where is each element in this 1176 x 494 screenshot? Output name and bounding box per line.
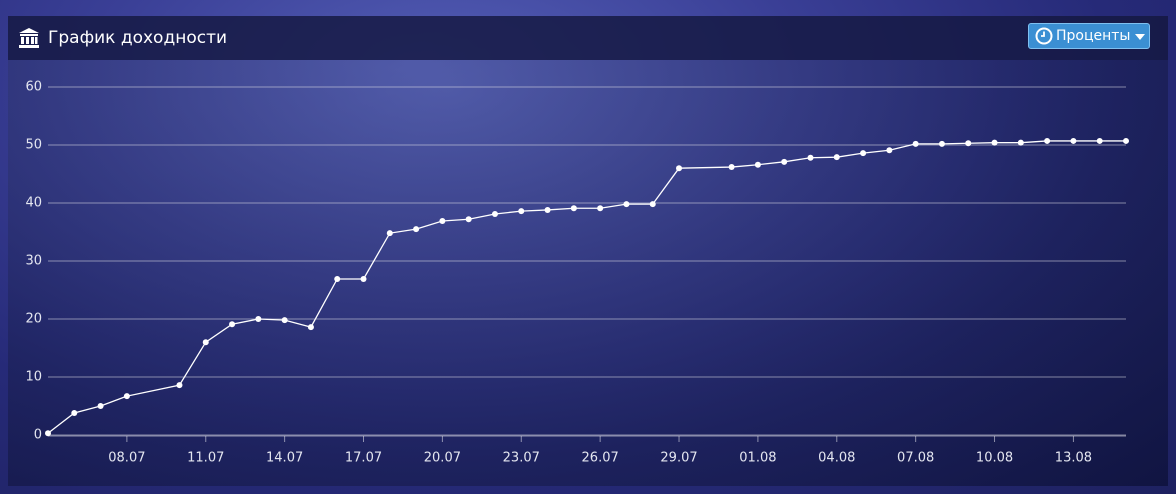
panel-title: График доходности: [48, 28, 228, 48]
x-tick-label: 11.07: [187, 451, 224, 466]
point: [465, 216, 472, 223]
mode-button[interactable]: Проценты: [1028, 23, 1150, 49]
point: [886, 147, 893, 154]
button-label: Проценты: [1056, 28, 1131, 44]
point: [676, 165, 683, 172]
bank-icon: [19, 28, 39, 48]
x-tick-label: 17.07: [345, 451, 382, 466]
x-tick-label: 04.08: [818, 451, 855, 466]
point: [202, 339, 209, 346]
point: [386, 230, 393, 237]
point: [1096, 137, 1103, 144]
point: [307, 324, 314, 331]
point: [123, 393, 130, 400]
y-tick-label: 30: [25, 254, 42, 269]
y-tick-label: 20: [25, 312, 42, 327]
point: [781, 158, 788, 165]
point: [176, 382, 183, 389]
point: [807, 154, 814, 161]
y-tick-label: 60: [25, 80, 42, 95]
line: [47, 140, 1126, 434]
point: [71, 409, 78, 416]
x-tick-label: 23.07: [503, 451, 540, 466]
point: [255, 316, 262, 322]
x-tick-label: 26.07: [582, 451, 619, 466]
x-tick-label: 20.07: [424, 451, 461, 466]
y-tick-label: 0: [34, 428, 42, 443]
point: [518, 208, 525, 215]
point: [45, 430, 51, 437]
point: [413, 226, 420, 233]
point: [623, 201, 630, 208]
point: [728, 164, 735, 171]
y-tick-label: 40: [25, 196, 42, 211]
point: [1123, 137, 1129, 144]
caret: [1135, 34, 1145, 40]
x-tick-label: 10.08: [976, 451, 1013, 466]
point: [229, 321, 236, 328]
point: [334, 275, 341, 282]
panel: График доходности Проценты: [8, 16, 1168, 486]
x-tick-label: 14.07: [266, 451, 303, 466]
point: [833, 154, 840, 161]
point: [360, 275, 367, 282]
point: [544, 206, 551, 213]
point: [649, 201, 656, 208]
point: [97, 403, 104, 409]
panel-header: График доходности Проценты: [8, 16, 1168, 60]
point: [938, 140, 945, 147]
point: [1044, 137, 1051, 144]
point: [597, 205, 604, 212]
point: [491, 211, 498, 218]
point: [439, 217, 446, 224]
x-tick-label: 29.07: [660, 451, 697, 466]
clock-icon: [1035, 27, 1053, 45]
point: [1070, 137, 1077, 144]
point: [281, 317, 288, 324]
point: [754, 161, 761, 168]
point: [991, 139, 998, 146]
point: [912, 140, 919, 147]
point: [860, 150, 867, 157]
point: [1017, 139, 1024, 146]
point: [965, 140, 972, 147]
x-tick-label: 13.08: [1055, 451, 1092, 466]
x-tick-label: 01.08: [739, 451, 776, 466]
y-tick-label: 50: [25, 138, 42, 153]
x-tick-label: 07.08: [897, 451, 934, 466]
y-tick-label: 10: [25, 370, 42, 385]
point: [570, 205, 577, 212]
x-tick-label: 08.07: [108, 451, 145, 466]
